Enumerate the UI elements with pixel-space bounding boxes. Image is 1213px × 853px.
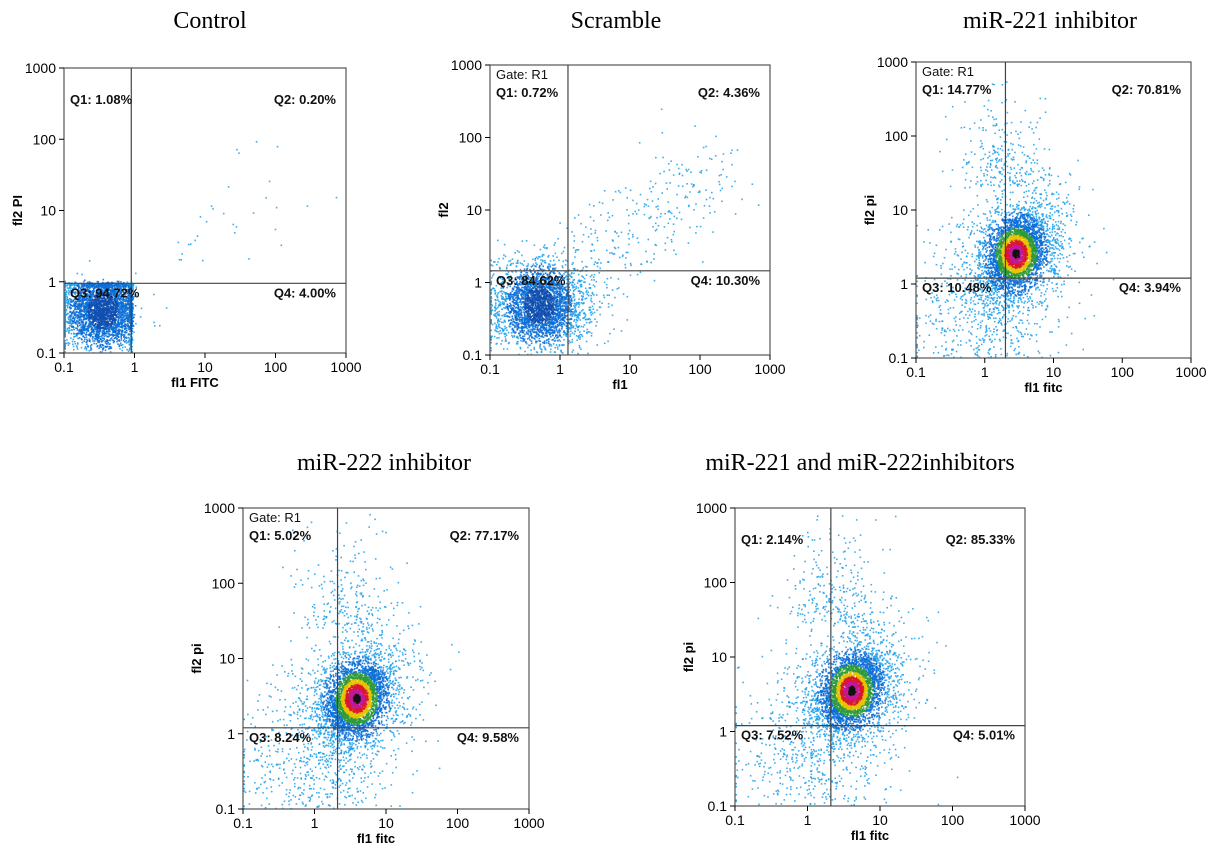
x-tick-label: 1000 (330, 359, 361, 375)
quadrant-label-q1: Q1: 0.72% (496, 85, 559, 100)
quadrant-label-q1: Q1: 5.02% (249, 528, 312, 543)
y-tick-label: 0.1 (708, 798, 728, 814)
x-tick-label: 10 (872, 812, 888, 828)
y-tick-label: 1 (474, 275, 482, 291)
x-axis-label: fl1 FITC (171, 375, 219, 390)
y-tick-label: 1 (719, 724, 727, 740)
x-tick-label: 1000 (1175, 364, 1206, 380)
quadrant-label-q1: Q1: 14.77% (922, 82, 992, 97)
scatter-points (735, 515, 959, 806)
scatter-points (490, 108, 760, 355)
y-tick-label: 100 (459, 130, 483, 146)
quadrant-label-q2: Q2: 77.17% (450, 528, 520, 543)
y-tick-label: 0.1 (889, 350, 909, 366)
quadrant-label-q2: Q2: 85.33% (946, 532, 1016, 547)
y-tick-label: 1000 (25, 60, 56, 76)
x-tick-label: 0.1 (54, 359, 74, 375)
quadrant-label-q3: Q3: 94.72% (70, 285, 140, 300)
scatter-points (916, 81, 1115, 358)
x-tick-label: 10 (197, 359, 213, 375)
y-tick-label: 0.1 (463, 347, 483, 363)
x-tick-label: 0.1 (906, 364, 926, 380)
y-axis-label: fl2 pi (862, 195, 877, 225)
quadrant-label-q4: Q4: 9.58% (457, 730, 520, 745)
quadrant-label-q3: Q3: 7.52% (741, 728, 804, 743)
y-tick-label: 1000 (877, 54, 908, 70)
y-tick-label: 1 (227, 726, 235, 742)
x-tick-label: 10 (1046, 364, 1062, 380)
quadrant-label-q2: Q2: 0.20% (274, 92, 337, 107)
y-tick-label: 0.1 (216, 801, 236, 817)
y-tick-label: 1 (900, 276, 908, 292)
y-tick-label: 1000 (451, 57, 482, 73)
y-tick-label: 0.1 (37, 345, 57, 361)
x-tick-label: 100 (688, 361, 712, 377)
quadrant-label-q4: Q4: 4.00% (274, 285, 337, 300)
y-tick-label: 100 (885, 128, 909, 144)
x-tick-label: 1000 (1009, 812, 1040, 828)
y-tick-label: 100 (212, 575, 236, 591)
quadrant-label-q3: Q3: 10.48% (922, 280, 992, 295)
y-axis-label: fl2 pi (189, 643, 204, 673)
x-tick-label: 100 (941, 812, 965, 828)
x-tick-label: 1 (131, 359, 139, 375)
x-axis-label: fl1 fitc (851, 828, 889, 843)
x-tick-label: 0.1 (233, 815, 253, 831)
y-axis-label: fl2 PI (10, 195, 25, 226)
quadrant-label-q4: Q4: 10.30% (691, 273, 761, 288)
quadrant-label-q1: Q1: 1.08% (70, 92, 133, 107)
x-tick-label: 10 (622, 361, 638, 377)
x-tick-label: 0.1 (725, 812, 745, 828)
y-tick-label: 1 (48, 274, 56, 290)
y-tick-label: 100 (704, 575, 728, 591)
panel-title-control: Control (173, 8, 246, 35)
x-tick-label: 100 (446, 815, 470, 831)
x-tick-label: 1000 (754, 361, 785, 377)
gate-label: Gate: R1 (496, 67, 548, 82)
x-axis-label: fl1 fitc (357, 831, 395, 846)
quadrant-label-q1: Q1: 2.14% (741, 532, 804, 547)
y-tick-label: 10 (466, 202, 482, 218)
x-tick-label: 1 (981, 364, 989, 380)
x-tick-label: 1 (311, 815, 319, 831)
y-tick-label: 10 (40, 203, 56, 219)
x-tick-label: 1 (804, 812, 812, 828)
panel-title-scramble: Scramble (571, 8, 662, 35)
x-tick-label: 100 (264, 359, 288, 375)
quadrant-label-q2: Q2: 70.81% (1112, 82, 1182, 97)
y-axis-label: fl2 pi (681, 642, 696, 672)
quadrant-label-q3: Q3: 8.24% (249, 730, 312, 745)
x-tick-label: 10 (378, 815, 394, 831)
panel-title-mir222: miR-222 inhibitor (297, 450, 471, 477)
y-tick-label: 10 (219, 651, 235, 667)
gate-label: Gate: R1 (249, 510, 301, 525)
quadrant-label-q4: Q4: 3.94% (1119, 280, 1182, 295)
y-tick-label: 1000 (696, 500, 727, 516)
x-tick-label: 100 (1111, 364, 1135, 380)
x-axis-label: fl1 (612, 377, 627, 392)
y-tick-label: 10 (711, 649, 727, 665)
x-tick-label: 1000 (513, 815, 544, 831)
quadrant-label-q3: Q3: 84.62% (496, 273, 566, 288)
y-tick-label: 1000 (204, 500, 235, 516)
panel-title-mir221: miR-221 inhibitor (963, 8, 1137, 35)
y-axis-label: fl2 (436, 202, 451, 217)
quadrant-label-q2: Q2: 4.36% (698, 85, 761, 100)
x-axis-label: fl1 fitc (1024, 380, 1062, 395)
panel-title-combined: miR-221 and miR-222inhibitors (705, 450, 1014, 477)
quadrant-label-q4: Q4: 5.01% (953, 728, 1016, 743)
y-tick-label: 100 (33, 131, 57, 147)
x-tick-label: 1 (556, 361, 564, 377)
gate-label: Gate: R1 (922, 64, 974, 79)
x-tick-label: 0.1 (480, 361, 500, 377)
y-tick-label: 10 (892, 202, 908, 218)
